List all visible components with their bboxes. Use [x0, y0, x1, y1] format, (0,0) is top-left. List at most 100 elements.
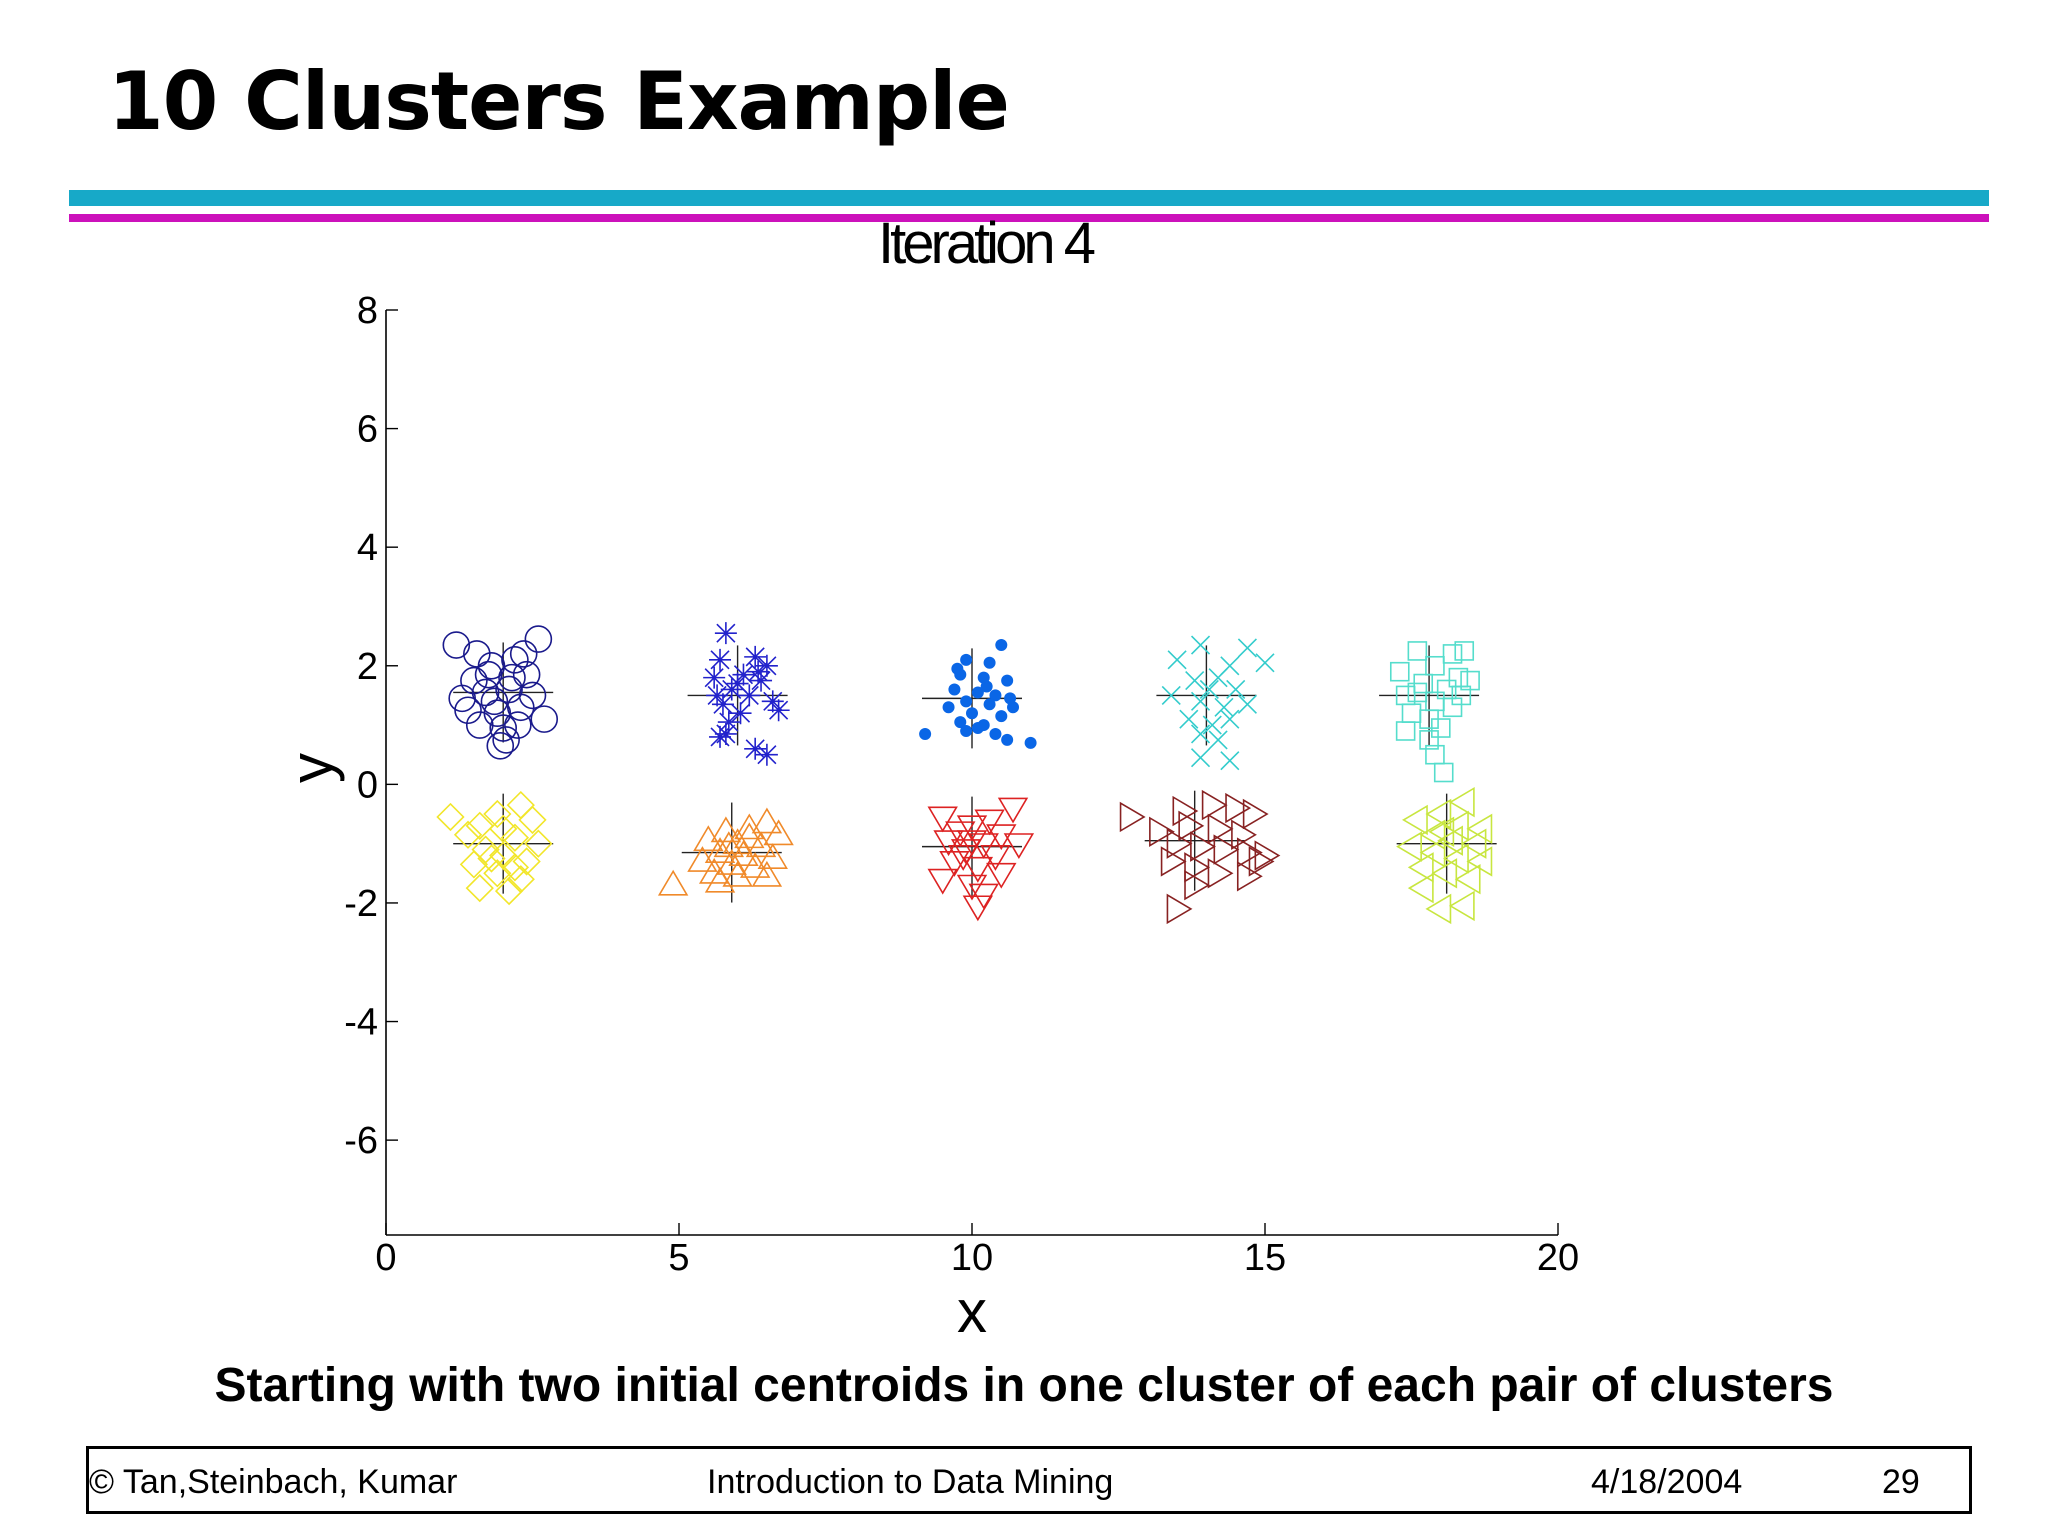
- footer-page-number: 29: [1882, 1463, 1920, 1501]
- data-point: [1001, 674, 1014, 687]
- data-point: [761, 690, 784, 713]
- data-point: [500, 853, 530, 882]
- data-point: [492, 726, 520, 754]
- cluster-4: [1161, 635, 1275, 771]
- data-point: [956, 815, 988, 842]
- data-point: [744, 737, 767, 760]
- data-point: [1179, 709, 1199, 729]
- data-point: [489, 714, 518, 742]
- data-point: [739, 851, 771, 878]
- data-point: [704, 837, 736, 864]
- data-point: [1024, 736, 1037, 749]
- data-point: [983, 698, 996, 711]
- data-point: [939, 850, 970, 877]
- data-point: [465, 711, 494, 739]
- data-point: [956, 874, 988, 901]
- data-point: [704, 866, 736, 893]
- slide-title: 10 Clusters Example: [108, 55, 1010, 148]
- data-point: [714, 622, 737, 645]
- data-point: [989, 727, 1002, 740]
- data-point: [716, 849, 747, 875]
- data-point: [1466, 813, 1493, 845]
- data-point: [954, 716, 967, 729]
- data-point: [986, 824, 1017, 851]
- data-point: [1001, 733, 1014, 746]
- data-point: [1451, 685, 1472, 706]
- title-rule-teal: [69, 190, 1989, 206]
- data-point: [1172, 795, 1199, 827]
- data-point: [1419, 819, 1446, 850]
- data-point: [757, 843, 788, 869]
- centroid-6: [453, 793, 554, 894]
- data-point: [524, 829, 553, 858]
- x-tick-label: 15: [1244, 1237, 1286, 1279]
- data-point: [1442, 644, 1463, 664]
- centroid-10: [1396, 793, 1497, 894]
- data-point: [1190, 831, 1216, 862]
- data-point: [524, 625, 553, 653]
- data-point: [1160, 846, 1187, 877]
- data-point: [1190, 748, 1211, 768]
- data-point: [498, 663, 526, 692]
- data-point: [956, 830, 988, 857]
- data-point: [747, 660, 770, 683]
- cluster-1: [442, 625, 559, 760]
- data-point: [1242, 798, 1269, 830]
- data-point: [767, 699, 790, 722]
- data-point: [1237, 694, 1257, 714]
- data-point: [1401, 703, 1422, 724]
- data-point: [1213, 834, 1240, 865]
- data-point: [506, 693, 535, 722]
- data-point: [1201, 789, 1228, 821]
- data-point: [1184, 852, 1211, 883]
- data-point: [971, 686, 984, 699]
- data-point: [1190, 691, 1211, 711]
- data-point: [717, 711, 740, 734]
- y-tick-label: -6: [344, 1120, 378, 1162]
- data-point: [966, 707, 978, 720]
- data-point: [960, 695, 973, 708]
- data-point: [763, 819, 794, 846]
- data-point: [1208, 730, 1228, 750]
- data-point: [1248, 846, 1275, 877]
- data-point: [960, 653, 973, 666]
- centroid-9: [1144, 790, 1245, 891]
- footer-date: 4/18/2004: [1591, 1463, 1743, 1501]
- data-point: [734, 813, 765, 840]
- data-point: [1407, 872, 1434, 904]
- data-point: [442, 631, 471, 659]
- data-point: [1004, 692, 1017, 705]
- data-point: [460, 666, 488, 695]
- data-point: [933, 830, 964, 857]
- data-point: [465, 811, 494, 840]
- data-point: [980, 680, 993, 693]
- slide-footer: © Tan,Steinbach, Kumar Introduction to D…: [86, 1446, 1972, 1514]
- data-point: [1254, 840, 1281, 871]
- data-point: [1428, 816, 1455, 847]
- data-point: [927, 868, 958, 895]
- data-point: [436, 802, 465, 832]
- data-point: [927, 806, 958, 833]
- data-point: [726, 672, 749, 695]
- data-point: [714, 722, 737, 745]
- data-point: [951, 662, 964, 675]
- data-point: [1166, 828, 1193, 859]
- data-points: [436, 622, 1493, 925]
- slide-caption: Starting with two initial centroids in o…: [214, 1359, 1834, 1412]
- data-point: [483, 799, 512, 829]
- data-point: [729, 702, 752, 725]
- data-point: [1166, 893, 1193, 925]
- data-point: [945, 821, 976, 848]
- data-point: [1401, 804, 1428, 836]
- x-axis-title: x: [957, 1278, 987, 1345]
- data-point: [713, 831, 745, 858]
- footer-course-title: Introduction to Data Mining: [707, 1463, 1114, 1501]
- data-point: [459, 850, 489, 879]
- cluster-9: [1119, 789, 1281, 925]
- data-point: [755, 654, 778, 677]
- data-point: [1208, 668, 1228, 688]
- y-tick-label: 6: [357, 409, 378, 451]
- data-point: [962, 856, 994, 883]
- data-point: [755, 743, 778, 766]
